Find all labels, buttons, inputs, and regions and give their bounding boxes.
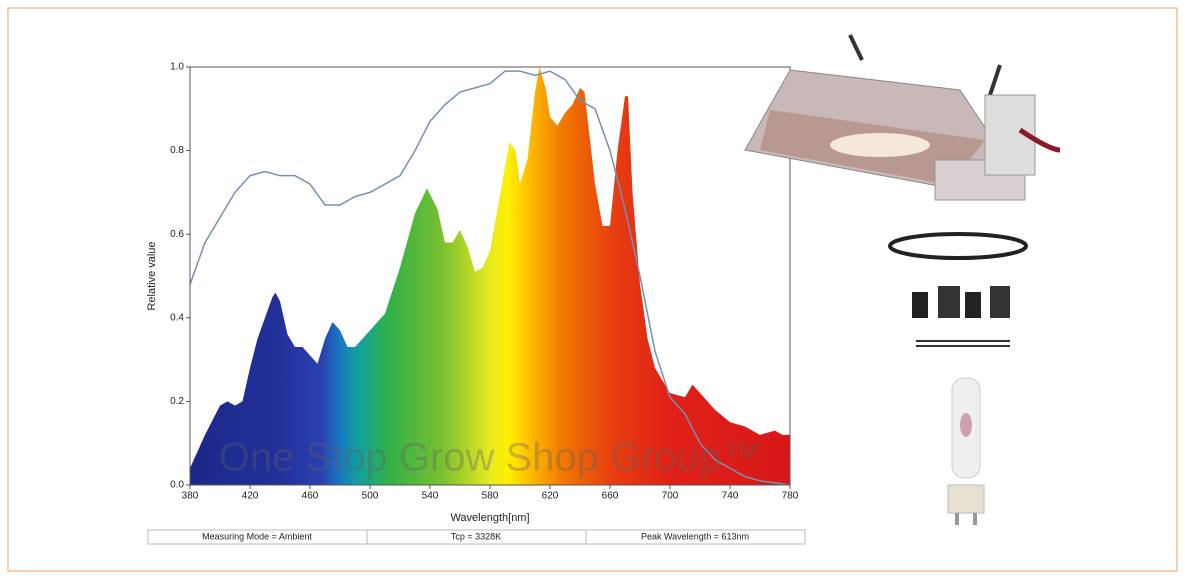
x-tick-label: 620 xyxy=(542,491,559,502)
x-tick-label: 700 xyxy=(662,491,679,502)
fixture-image xyxy=(744,34,1061,201)
x-tick-label: 500 xyxy=(362,491,379,502)
frame xyxy=(7,7,1178,572)
bulb-image xyxy=(947,377,985,525)
x-tick-label: 660 xyxy=(602,491,619,502)
x-tick-label: 580 xyxy=(482,491,499,502)
y-axis-label: Relative value xyxy=(146,241,158,310)
x-tick-label: 540 xyxy=(422,491,439,502)
reference-line xyxy=(189,70,791,486)
x-tick-label: 460 xyxy=(302,491,319,502)
y-tick-label: 1.0 xyxy=(170,62,184,73)
y-tick-label: 0.8 xyxy=(170,145,184,156)
cable-image xyxy=(888,232,1028,260)
info-text: Measuring Mode = Ambient xyxy=(202,531,312,541)
x-tick-label: 380 xyxy=(182,491,199,502)
info-text: Peak Wavelength = 613nm xyxy=(641,531,749,541)
plot xyxy=(189,67,791,486)
x-tick-label: 780 xyxy=(782,491,799,502)
info-bar: Measuring Mode = Ambient Tcp = 3328K Pea… xyxy=(147,529,806,545)
y-tick-label: 0.4 xyxy=(170,312,184,323)
y-tick-label: 0.6 xyxy=(170,229,184,240)
info-text: Tcp = 3328K xyxy=(451,531,501,541)
y-tick-label: 0.2 xyxy=(170,396,184,407)
hanger-image xyxy=(912,286,1010,347)
x-tick-label: 420 xyxy=(242,491,259,502)
x-axis-label: Wavelength[nm] xyxy=(450,512,529,524)
y-tick-label: 0.0 xyxy=(170,480,184,491)
spectrum-area xyxy=(190,67,790,485)
info-cell xyxy=(585,529,806,545)
x-tick-label: 740 xyxy=(722,491,739,502)
watermark: One Stop Grow Shop Group™ xyxy=(219,436,762,480)
